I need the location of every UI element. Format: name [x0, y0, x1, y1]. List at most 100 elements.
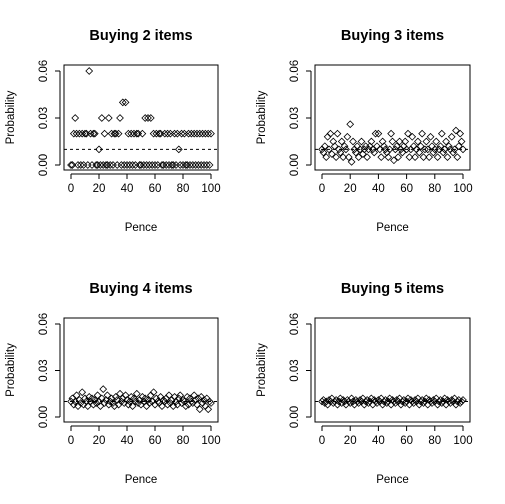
data-point: [187, 129, 196, 138]
data-point: [174, 145, 183, 154]
data-point: [172, 397, 180, 406]
data-point: [167, 396, 176, 404]
data-point: [72, 391, 81, 400]
data-point: [404, 129, 412, 138]
data-point: [437, 399, 446, 407]
data-point: [130, 394, 138, 403]
y-tick-label: 0.03: [289, 107, 301, 129]
data-point: [148, 161, 157, 169]
x-tick-label: 80: [428, 183, 441, 195]
data-point: [194, 394, 203, 403]
data-point: [411, 153, 419, 162]
data-point: [176, 161, 185, 169]
data-point: [406, 145, 415, 154]
data-point: [426, 132, 435, 141]
data-point: [364, 399, 373, 407]
data-point: [183, 161, 192, 169]
data-point: [176, 391, 185, 400]
data-point: [205, 161, 214, 169]
data-point: [359, 150, 367, 158]
chart-panel: Buying 4 items 0 20 40 60 80 100 0.00 0.03 0.06 Pe…: [5, 281, 221, 486]
data-point: [160, 129, 169, 138]
data-point: [445, 142, 453, 151]
data-point: [357, 137, 366, 146]
data-point: [415, 148, 424, 157]
data-point: [152, 394, 161, 403]
data-point: [104, 114, 113, 122]
data-point: [380, 142, 388, 151]
y-axis-label: Probability: [256, 90, 268, 144]
x-tick-label: 40: [121, 435, 134, 447]
data-point: [96, 402, 105, 411]
data-point: [401, 399, 410, 407]
chart-title: Buying 4 items: [89, 281, 192, 297]
data-point: [79, 400, 88, 409]
data-point: [200, 396, 208, 404]
data-point: [195, 129, 204, 138]
data-point: [405, 153, 414, 162]
data-point: [93, 391, 102, 400]
chart-title: Buying 2 items: [89, 28, 192, 44]
data-point: [375, 145, 384, 154]
data-point: [347, 394, 356, 403]
data-point: [114, 129, 123, 138]
data-point: [342, 145, 350, 154]
data-point: [200, 161, 208, 169]
data-point: [92, 399, 101, 407]
data-point: [349, 137, 357, 146]
x-tick-label: 0: [319, 183, 325, 195]
data-point: [319, 148, 328, 157]
plot-frame: [63, 64, 219, 171]
data-point: [159, 161, 168, 169]
y-tick-label: 0.00: [289, 154, 301, 176]
data-point: [151, 161, 159, 169]
data-point: [429, 148, 438, 157]
data-point: [177, 129, 186, 138]
data-point: [320, 142, 329, 151]
data-point: [377, 153, 386, 162]
x-tick-label: 0: [68, 183, 74, 195]
data-point: [405, 400, 414, 409]
y-tick-label: 0.06: [38, 60, 50, 82]
data-point: [111, 392, 120, 401]
data-point: [155, 129, 164, 138]
data-point: [323, 400, 332, 409]
x-axis-label: Pence: [376, 474, 409, 486]
data-point: [418, 129, 426, 138]
data-point: [75, 129, 84, 138]
x-tick-label: 100: [201, 183, 220, 195]
data-point: [433, 153, 442, 162]
data-point: [385, 145, 394, 154]
data-point: [125, 397, 134, 406]
data-point: [127, 129, 136, 138]
data-point: [425, 153, 434, 162]
data-point: [162, 161, 171, 169]
data-points: [67, 67, 215, 169]
data-point: [370, 148, 379, 157]
data-point: [318, 145, 326, 154]
x-tick-label: 20: [93, 435, 106, 447]
data-point: [387, 129, 395, 138]
data-point: [191, 161, 200, 169]
data-point: [163, 129, 172, 138]
data-point: [132, 129, 141, 138]
chart-panel: Buying 5 items 0 20 40 60 80 100 0.00 0.03 0.06 Pe…: [256, 281, 473, 486]
y-axis-label: Probability: [5, 90, 17, 144]
data-point: [351, 148, 360, 157]
data-point: [395, 137, 404, 146]
data-point: [387, 400, 395, 409]
data-point: [173, 400, 182, 409]
data-point: [332, 153, 340, 162]
data-point: [390, 156, 398, 165]
data-point: [440, 145, 449, 154]
data-point: [111, 129, 120, 138]
data-point: [394, 153, 403, 162]
data-point: [453, 153, 462, 162]
data-point: [194, 161, 203, 169]
data-point: [181, 402, 190, 411]
data-point: [146, 391, 155, 400]
data-point: [328, 150, 336, 158]
data-point: [163, 400, 172, 409]
data-point: [452, 126, 460, 135]
x-tick-label: 80: [177, 183, 190, 195]
